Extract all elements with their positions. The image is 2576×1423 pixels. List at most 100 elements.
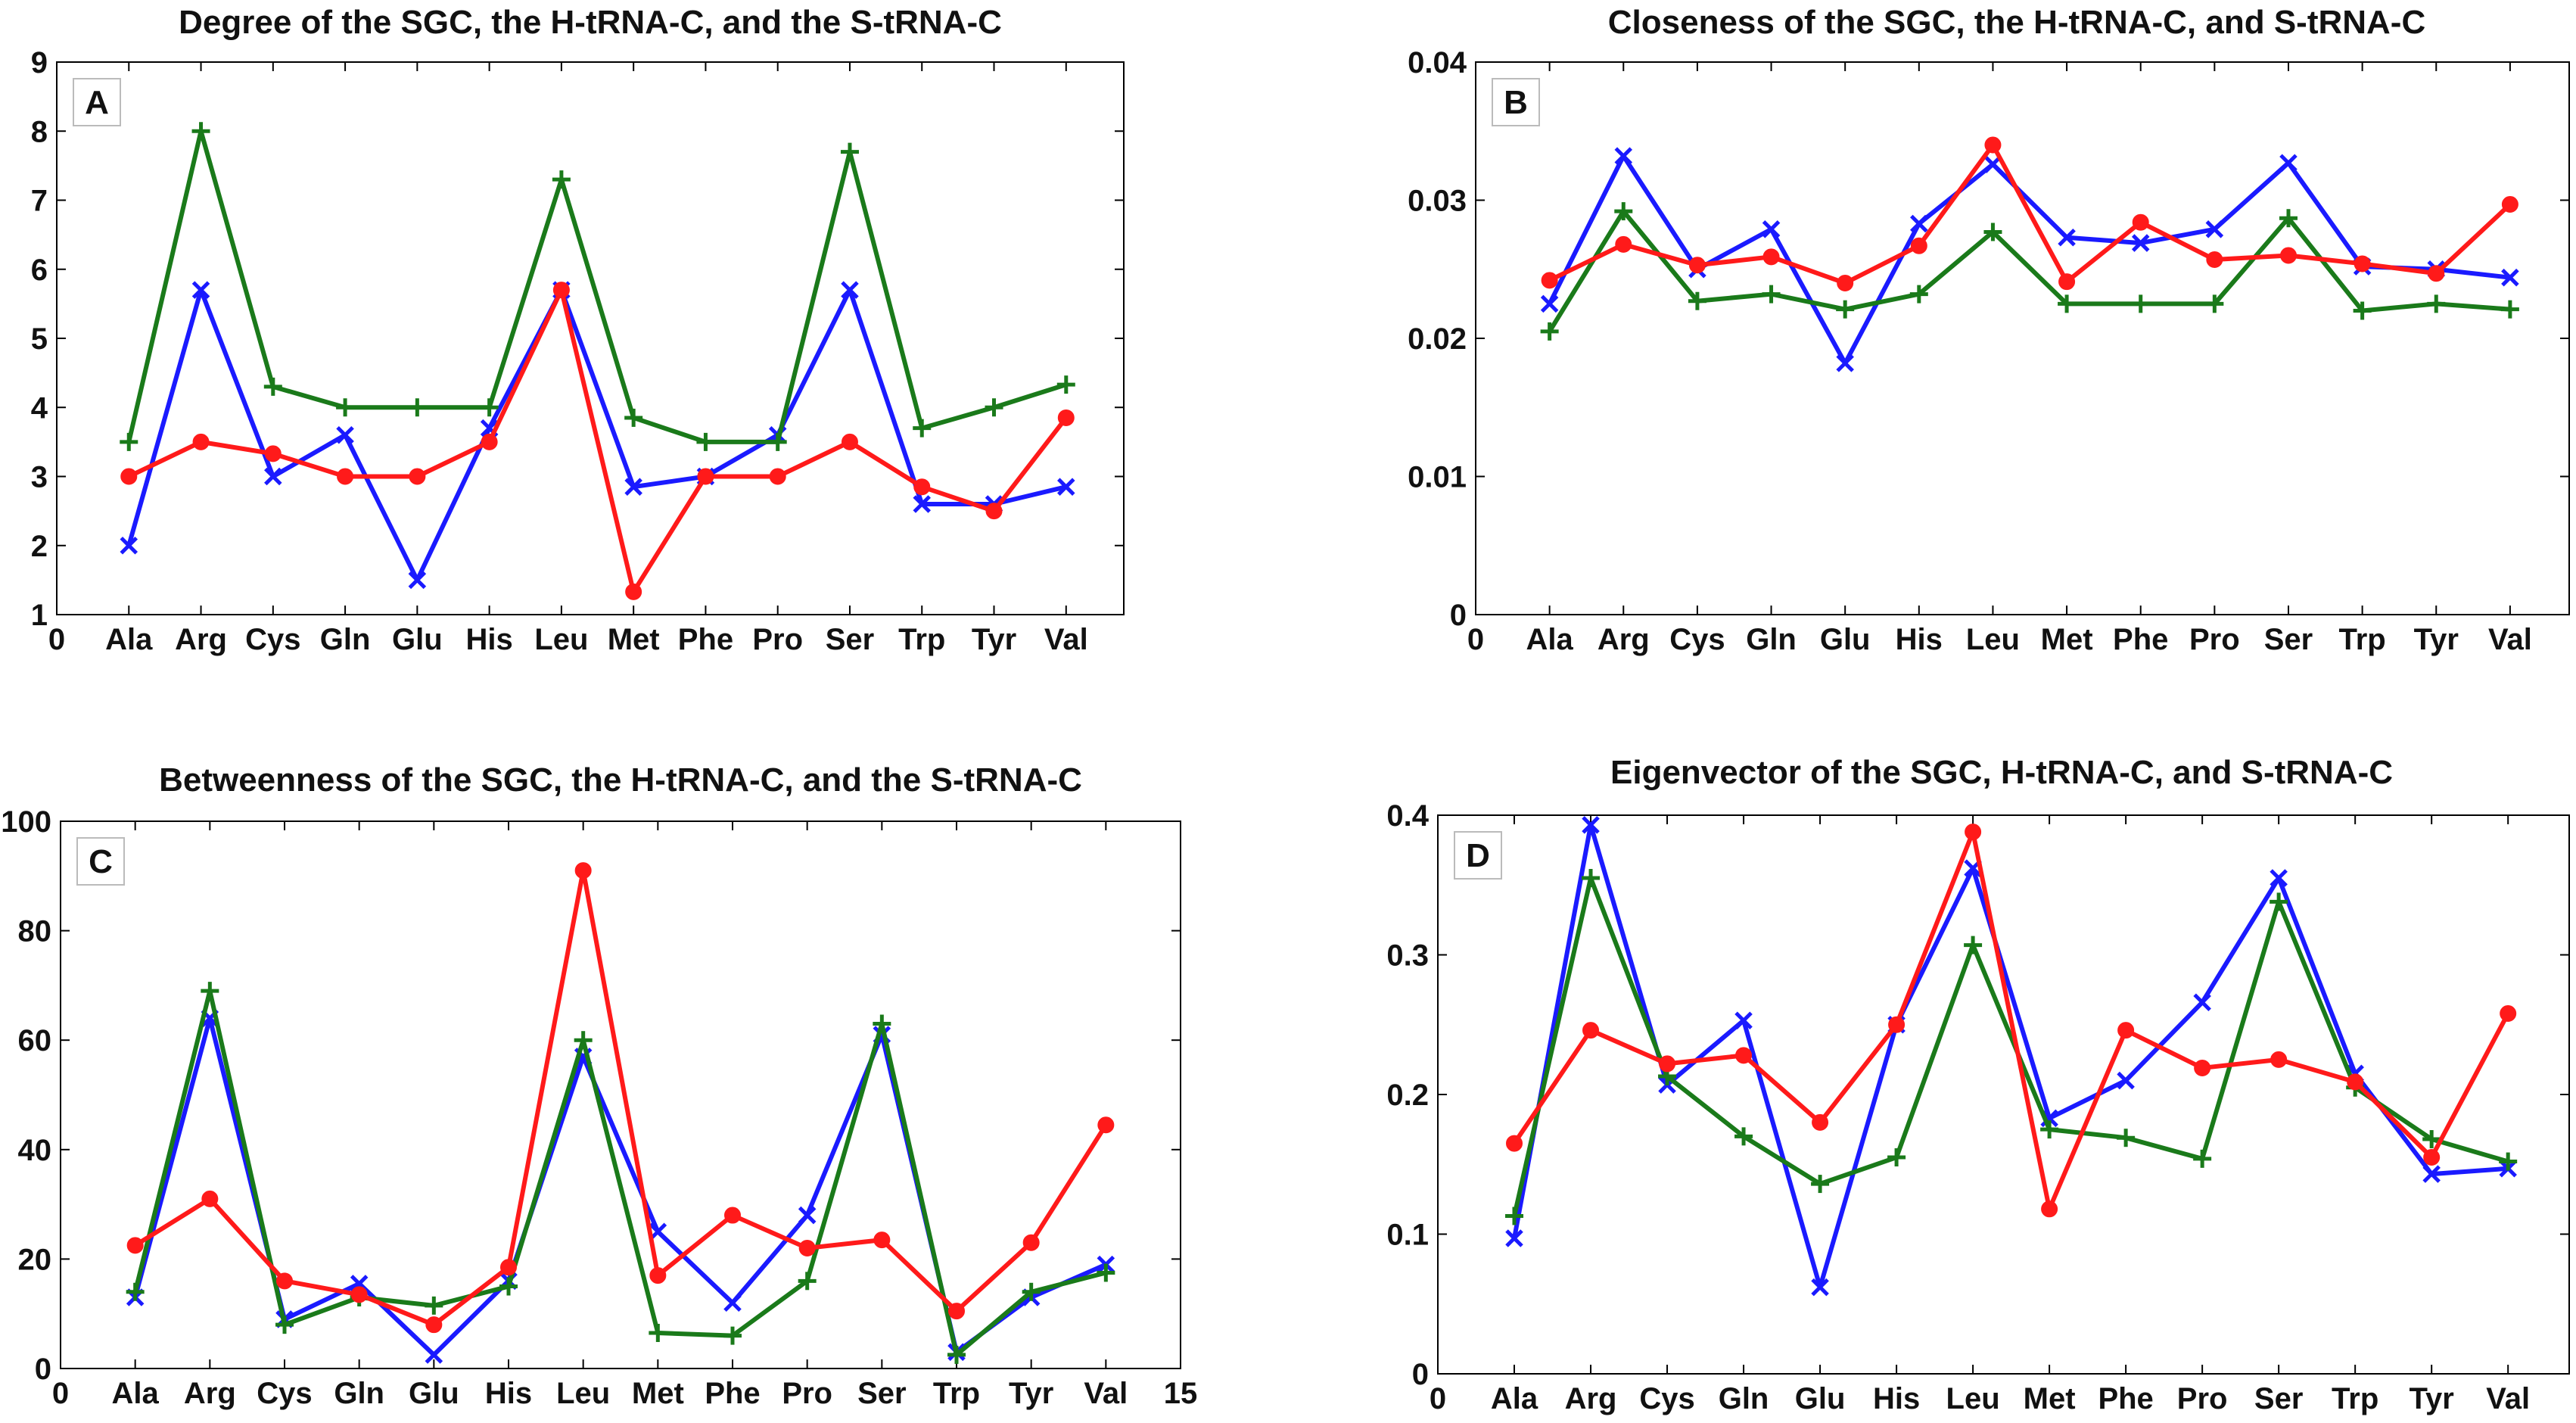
x-tick-label: Gln xyxy=(1746,623,1797,656)
data-point-plus xyxy=(2500,300,2519,319)
data-point-plus xyxy=(696,432,715,451)
data-point-plus xyxy=(1983,223,2002,241)
y-tick-label: 80 xyxy=(18,915,52,948)
x-tick-label: Val xyxy=(1084,1377,1128,1410)
x-tick-label: Trp xyxy=(933,1377,980,1410)
series-line xyxy=(1512,830,2510,1212)
data-point-circle xyxy=(2132,213,2149,231)
data-point-plus xyxy=(1540,322,1559,341)
x-tick-label: Pro xyxy=(782,1377,832,1410)
data-point-x xyxy=(841,281,859,299)
data-point-circle xyxy=(724,1207,741,1224)
x-tick-label: Glu xyxy=(1820,623,1871,656)
data-point-x xyxy=(120,536,138,555)
data-point-plus xyxy=(1505,1207,1524,1225)
data-point-x xyxy=(2501,268,2519,287)
panel-label-box xyxy=(1454,831,1502,880)
panel-label-box xyxy=(76,837,125,886)
x-tick-label: His xyxy=(1896,623,1943,656)
data-point-circle xyxy=(126,1237,144,1254)
x-tick-label: Ala xyxy=(1491,1382,1538,1415)
x-tick-label: Leu xyxy=(534,623,588,656)
data-point-circle xyxy=(264,445,282,462)
data-point-circle xyxy=(798,1239,816,1256)
x-tick-label: Arg xyxy=(1598,623,1650,656)
y-tick-label: 9 xyxy=(31,46,48,79)
chart-title: Betweenness of the SGC, the H-tRNA-C, an… xyxy=(159,761,1082,799)
data-point-x xyxy=(624,478,642,496)
y-tick-label: 2 xyxy=(31,530,48,563)
y-tick-label: 6 xyxy=(31,254,48,287)
data-point-plus xyxy=(2353,301,2372,320)
x-tick-label: Val xyxy=(2486,1382,2530,1415)
y-tick-label: 0.02 xyxy=(1408,322,1467,356)
data-point-plus xyxy=(1887,1148,1906,1167)
x-tick-label: Tyr xyxy=(1009,1377,1053,1410)
data-point-plus xyxy=(336,398,355,417)
x-tick-label: Phe xyxy=(2113,623,2168,656)
data-point-circle xyxy=(1541,272,1558,289)
series-sgc xyxy=(1540,147,2519,372)
data-point-circle xyxy=(1984,136,2002,154)
data-point-plus xyxy=(2279,209,2298,228)
data-point-x xyxy=(2279,154,2298,172)
data-point-x xyxy=(2422,1165,2441,1183)
plot-frame xyxy=(56,61,1125,615)
x-tick-label: Ala xyxy=(112,1377,160,1410)
x-tick-label: His xyxy=(465,623,512,656)
data-point-x xyxy=(1983,155,2002,173)
data-point-x xyxy=(2117,1071,2135,1090)
x-tick-label: Pro xyxy=(752,623,803,656)
x-tick-label: Ser xyxy=(826,623,875,656)
x-tick-label: Pro xyxy=(2177,1382,2228,1415)
y-tick-label: 0.01 xyxy=(1408,461,1467,494)
data-point-circle xyxy=(841,433,858,450)
data-point-circle xyxy=(649,1267,667,1284)
data-point-circle xyxy=(1659,1055,1676,1073)
x-tick-label: Cys xyxy=(257,1377,312,1410)
data-point-x xyxy=(2131,234,2150,252)
data-point-plus xyxy=(263,377,282,396)
data-point-plus xyxy=(499,1277,518,1296)
x-tick-label: 0 xyxy=(52,1377,69,1410)
data-point-plus xyxy=(480,398,499,417)
data-point-plus xyxy=(1688,291,1706,310)
data-point-circle xyxy=(2058,273,2076,291)
x-tick-label: 0 xyxy=(48,623,65,656)
data-point-circle xyxy=(1057,409,1075,426)
x-tick-label: Tyr xyxy=(2414,623,2459,656)
series-line xyxy=(126,288,1067,583)
data-point-x xyxy=(191,281,210,299)
data-point-circle xyxy=(1022,1234,1040,1251)
data-point-x xyxy=(408,571,427,590)
data-point-plus xyxy=(1836,300,1855,319)
data-point-plus xyxy=(1762,285,1781,304)
data-point-circle xyxy=(1965,824,1982,841)
chart-title: Closeness of the SGC, the H-tRNA-C, and … xyxy=(1608,4,2425,41)
x-tick-label: Val xyxy=(1044,623,1088,656)
x-tick-label: Cys xyxy=(1639,1382,1694,1415)
series-h-trna-c xyxy=(120,122,1075,451)
data-point-circle xyxy=(1615,235,1632,253)
data-point-circle xyxy=(201,1190,219,1207)
x-tick-label: Met xyxy=(2041,623,2093,656)
panel-label-box xyxy=(1492,78,1540,126)
x-tick-label: Met xyxy=(2024,1382,2076,1415)
panel-label: D xyxy=(1466,837,1490,874)
panel-c: Betweenness of the SGC, the H-tRNA-C, an… xyxy=(1,761,1197,1410)
data-point-plus xyxy=(552,170,571,189)
panel-label: C xyxy=(89,843,113,880)
data-point-x xyxy=(264,467,282,486)
data-point-plus xyxy=(947,1345,966,1364)
data-point-plus xyxy=(275,1316,294,1334)
plot-frame xyxy=(1437,814,2570,1375)
data-point-plus xyxy=(1056,375,1075,394)
data-point-plus xyxy=(120,432,138,451)
series-line xyxy=(1548,209,2511,333)
data-point-circle xyxy=(120,468,138,485)
y-tick-label: 0.2 xyxy=(1386,1079,1429,1112)
x-tick-label: Arg xyxy=(175,623,227,656)
x-tick-label: Cys xyxy=(1669,623,1725,656)
data-point-circle xyxy=(337,468,354,485)
data-point-circle xyxy=(1506,1135,1523,1152)
